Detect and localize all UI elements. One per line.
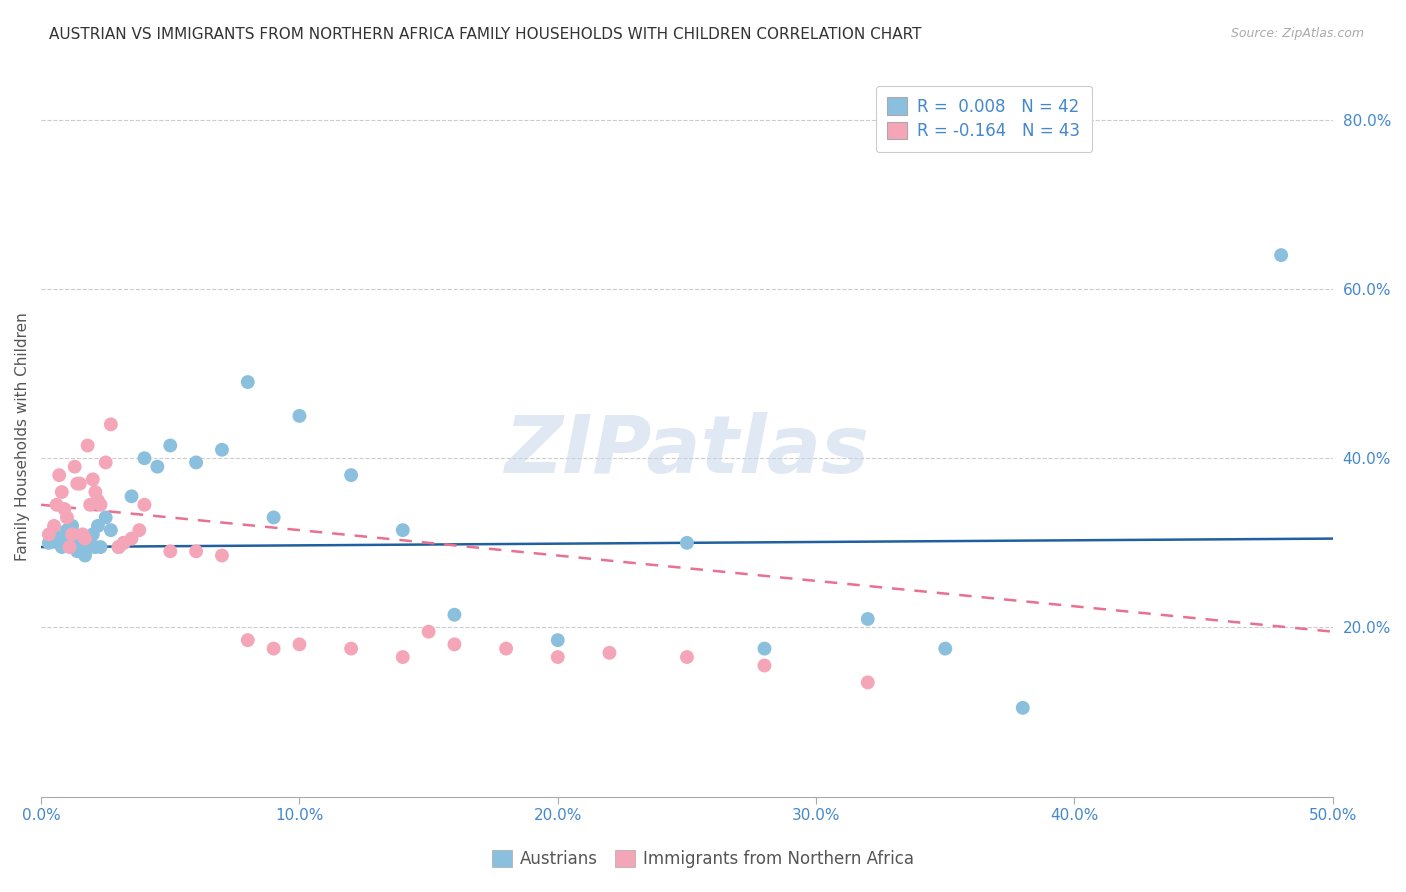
Point: [146, 459, 169, 474]
Point: [495, 641, 517, 656]
Point: [1270, 248, 1292, 262]
Point: [87, 519, 110, 533]
Point: [236, 375, 259, 389]
Point: [134, 451, 156, 466]
Point: [84, 485, 107, 500]
Point: [94, 510, 117, 524]
Point: [72, 527, 94, 541]
Text: ZIPatlas: ZIPatlas: [505, 412, 869, 491]
Point: [159, 544, 181, 558]
Point: [184, 544, 207, 558]
Point: [107, 540, 129, 554]
Point: [236, 633, 259, 648]
Point: [69, 476, 91, 491]
Point: [82, 472, 104, 486]
Point: [66, 544, 89, 558]
Point: [128, 523, 150, 537]
Point: [288, 637, 311, 651]
Point: [598, 646, 620, 660]
Point: [63, 459, 86, 474]
Point: [112, 536, 135, 550]
Point: [676, 536, 699, 550]
Point: [754, 641, 776, 656]
Legend: R =  0.008   N = 42, R = -0.164   N = 43: R = 0.008 N = 42, R = -0.164 N = 43: [876, 86, 1092, 153]
Point: [288, 409, 311, 423]
Point: [112, 536, 135, 550]
Point: [159, 438, 181, 452]
Point: [100, 523, 122, 537]
Point: [418, 624, 440, 639]
Point: [856, 612, 879, 626]
Point: [443, 607, 465, 622]
Point: [45, 498, 67, 512]
Point: [211, 442, 233, 457]
Point: [58, 536, 80, 550]
Point: [42, 527, 65, 541]
Point: [184, 455, 207, 469]
Point: [66, 476, 89, 491]
Point: [53, 532, 76, 546]
Point: [58, 540, 80, 554]
Point: [443, 637, 465, 651]
Point: [89, 540, 111, 554]
Point: [263, 510, 285, 524]
Point: [60, 519, 83, 533]
Legend: Austrians, Immigrants from Northern Africa: Austrians, Immigrants from Northern Afri…: [485, 843, 921, 875]
Point: [100, 417, 122, 432]
Point: [211, 549, 233, 563]
Point: [48, 468, 70, 483]
Point: [121, 489, 143, 503]
Point: [134, 498, 156, 512]
Point: [51, 485, 73, 500]
Point: [547, 633, 569, 648]
Point: [94, 455, 117, 469]
Point: [547, 650, 569, 665]
Point: [63, 536, 86, 550]
Point: [48, 536, 70, 550]
Point: [79, 540, 101, 554]
Point: [340, 468, 363, 483]
Point: [69, 532, 91, 546]
Point: [79, 498, 101, 512]
Point: [73, 532, 96, 546]
Point: [1011, 701, 1033, 715]
Point: [42, 519, 65, 533]
Point: [121, 532, 143, 546]
Text: Source: ZipAtlas.com: Source: ZipAtlas.com: [1230, 27, 1364, 40]
Point: [856, 675, 879, 690]
Point: [56, 523, 79, 537]
Point: [51, 540, 73, 554]
Point: [76, 438, 98, 452]
Point: [89, 498, 111, 512]
Point: [76, 536, 98, 550]
Point: [87, 493, 110, 508]
Point: [38, 527, 60, 541]
Point: [73, 549, 96, 563]
Point: [56, 510, 79, 524]
Point: [391, 650, 413, 665]
Point: [82, 527, 104, 541]
Point: [263, 641, 285, 656]
Point: [934, 641, 956, 656]
Point: [84, 540, 107, 554]
Point: [72, 536, 94, 550]
Point: [754, 658, 776, 673]
Point: [340, 641, 363, 656]
Y-axis label: Family Households with Children: Family Households with Children: [15, 313, 30, 561]
Point: [38, 536, 60, 550]
Point: [391, 523, 413, 537]
Point: [53, 502, 76, 516]
Point: [676, 650, 699, 665]
Text: AUSTRIAN VS IMMIGRANTS FROM NORTHERN AFRICA FAMILY HOUSEHOLDS WITH CHILDREN CORR: AUSTRIAN VS IMMIGRANTS FROM NORTHERN AFR…: [49, 27, 922, 42]
Point: [60, 527, 83, 541]
Point: [107, 540, 129, 554]
